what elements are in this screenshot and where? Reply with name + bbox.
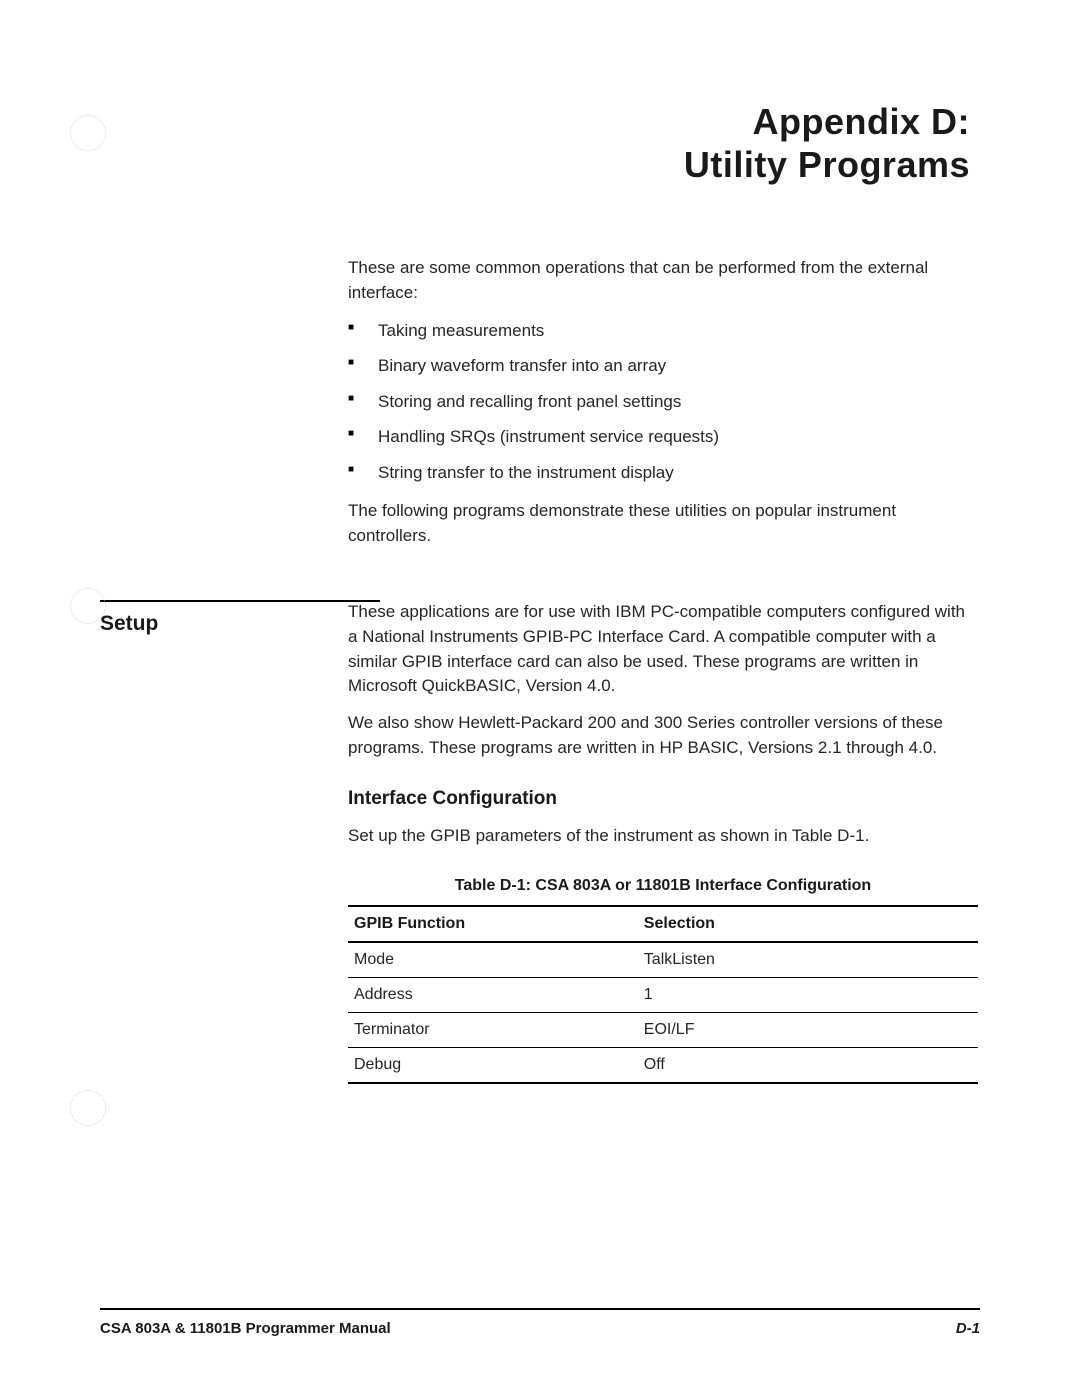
page-title: Appendix D: Utility Programs <box>100 100 980 186</box>
table-cell: Terminator <box>348 1012 638 1047</box>
title-line-1: Appendix D: <box>100 100 970 143</box>
setup-section: Setup These applications are for use wit… <box>100 600 980 1083</box>
table-row: Mode TalkListen <box>348 942 978 978</box>
table-cell: Address <box>348 977 638 1012</box>
intro-bullet-list: Taking measurements Binary waveform tran… <box>348 318 978 486</box>
table-cell: Mode <box>348 942 638 978</box>
table-cell: TalkListen <box>638 942 978 978</box>
table-row: Debug Off <box>348 1047 978 1083</box>
list-item: Storing and recalling front panel settin… <box>348 389 978 415</box>
table-cell: Debug <box>348 1047 638 1083</box>
list-item: Handling SRQs (instrument service reques… <box>348 424 978 450</box>
table-cell: 1 <box>638 977 978 1012</box>
page: Appendix D: Utility Programs These are s… <box>0 0 1080 1397</box>
table-row: Terminator EOI/LF <box>348 1012 978 1047</box>
section-label-column: Setup <box>100 600 348 1083</box>
list-item: String transfer to the instrument displa… <box>348 460 978 486</box>
list-item: Taking measurements <box>348 318 978 344</box>
table-row: Address 1 <box>348 977 978 1012</box>
section-heading: Setup <box>100 612 380 636</box>
setup-para-1: These applications are for use with IBM … <box>348 600 978 699</box>
table-header-cell: Selection <box>638 906 978 942</box>
intro-lead: These are some common operations that ca… <box>348 256 978 305</box>
section-body: These applications are for use with IBM … <box>348 600 978 1083</box>
setup-para-2: We also show Hewlett-Packard 200 and 300… <box>348 711 978 760</box>
table-header-row: GPIB Function Selection <box>348 906 978 942</box>
interface-config-table: GPIB Function Selection Mode TalkListen … <box>348 905 978 1084</box>
table-caption: Table D-1: CSA 803A or 11801B Interface … <box>348 877 978 895</box>
footer-page-number: D-1 <box>956 1320 980 1337</box>
intro-section: These are some common operations that ca… <box>348 256 978 548</box>
binder-hole-icon <box>70 588 106 624</box>
table-header-cell: GPIB Function <box>348 906 638 942</box>
table-cell: Off <box>638 1047 978 1083</box>
page-footer: CSA 803A & 11801B Programmer Manual D-1 <box>100 1308 980 1337</box>
section-rule: Setup <box>100 600 380 636</box>
table-cell: EOI/LF <box>638 1012 978 1047</box>
interface-config-para: Set up the GPIB parameters of the instru… <box>348 824 978 849</box>
intro-trail: The following programs demonstrate these… <box>348 499 978 548</box>
binder-hole-icon <box>70 115 106 151</box>
footer-manual-title: CSA 803A & 11801B Programmer Manual <box>100 1320 391 1337</box>
binder-hole-icon <box>70 1090 106 1126</box>
interface-config-heading: Interface Configuration <box>348 788 978 810</box>
list-item: Binary waveform transfer into an array <box>348 353 978 379</box>
title-line-2: Utility Programs <box>100 143 970 186</box>
